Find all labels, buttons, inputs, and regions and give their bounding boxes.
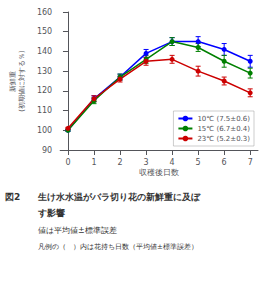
svg-text:値は平均値±標準誤差: 値は平均値±標準誤差: [38, 226, 117, 235]
svg-text:凡例の（ ）内は花持ち日数（平均値±標準誤差）: 凡例の（ ）内は花持ち日数（平均値±標準誤差）: [38, 243, 198, 251]
svg-text:15℃ (6.7±0.4): 15℃ (6.7±0.4): [197, 125, 250, 133]
svg-text:図2: 図2: [5, 192, 20, 202]
svg-text:2: 2: [117, 158, 122, 167]
svg-text:110: 110: [37, 106, 52, 115]
svg-text:4: 4: [170, 158, 175, 167]
svg-text:10℃ (7.5±0.6): 10℃ (7.5±0.6): [197, 115, 250, 123]
svg-text:収穫後日数: 収穫後日数: [139, 168, 179, 177]
svg-text:160: 160: [37, 8, 52, 17]
svg-text:0: 0: [65, 158, 70, 167]
svg-text:す影響: す影響: [37, 208, 65, 218]
svg-text:5: 5: [196, 158, 201, 167]
svg-text:90: 90: [42, 146, 52, 155]
svg-text:140: 140: [37, 47, 52, 56]
svg-text:100: 100: [37, 126, 52, 135]
svg-text:6: 6: [222, 158, 227, 167]
svg-text:新鮮重: 新鮮重: [9, 71, 17, 92]
svg-text:1: 1: [91, 158, 96, 167]
svg-text:3: 3: [144, 158, 149, 167]
svg-text:120: 120: [37, 86, 52, 95]
svg-text:23℃ (5.2±0.3): 23℃ (5.2±0.3): [197, 135, 250, 143]
svg-text:150: 150: [37, 27, 52, 36]
svg-text:130: 130: [37, 67, 52, 76]
svg-text:生け水水温がバラ切り花の新鮮重に及ぼ: 生け水水温がバラ切り花の新鮮重に及ぼ: [37, 192, 201, 202]
svg-text:7: 7: [248, 158, 253, 167]
svg-text:(初期値に対する％): (初期値に対する％): [18, 50, 26, 112]
